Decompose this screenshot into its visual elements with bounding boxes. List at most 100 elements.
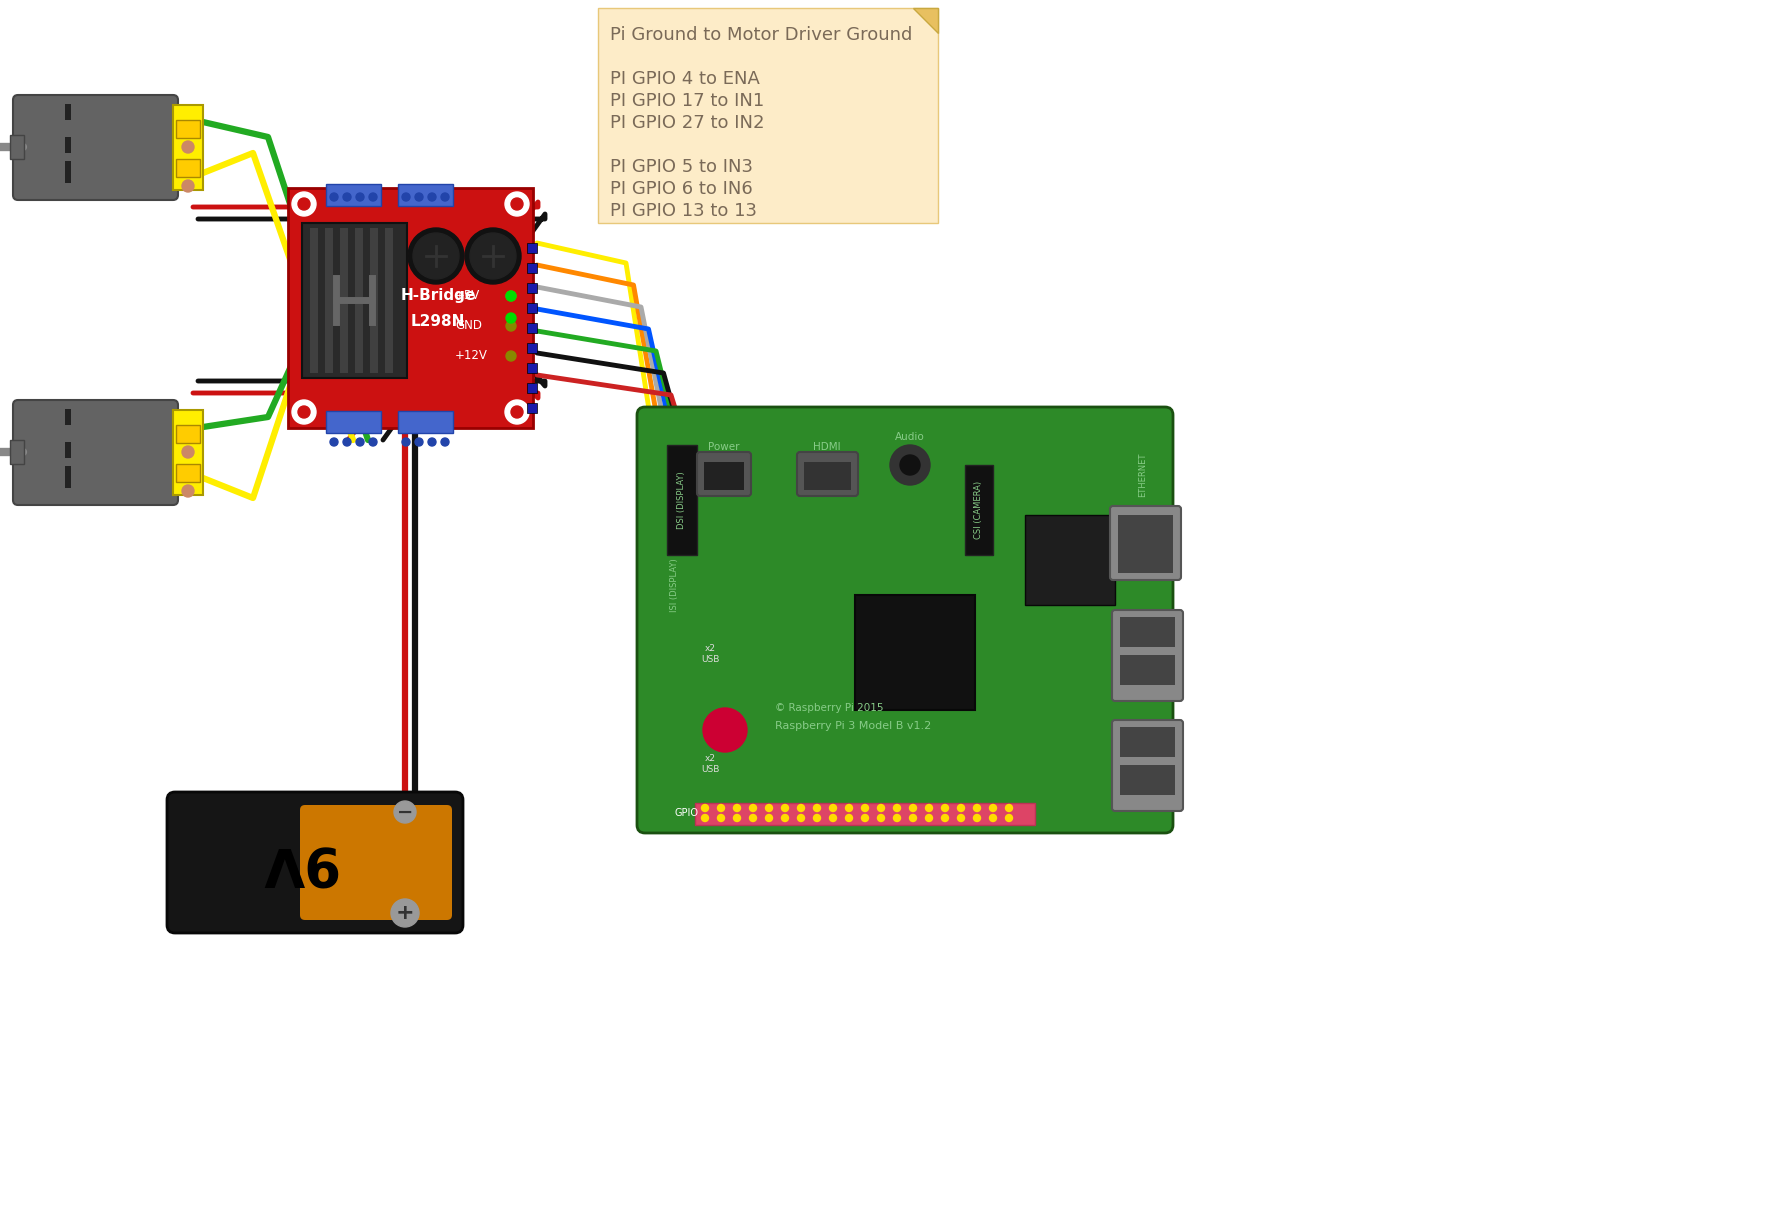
Polygon shape: [912, 8, 937, 33]
Bar: [397, 412, 453, 433]
Circle shape: [413, 233, 458, 279]
Circle shape: [356, 193, 363, 202]
Circle shape: [861, 805, 868, 811]
Circle shape: [861, 815, 868, 822]
Circle shape: [925, 815, 932, 822]
Text: © Raspberry Pi 2015: © Raspberry Pi 2015: [775, 703, 884, 713]
Circle shape: [941, 815, 948, 822]
FancyBboxPatch shape: [301, 805, 453, 920]
Circle shape: [504, 192, 530, 216]
Circle shape: [900, 455, 920, 475]
FancyBboxPatch shape: [1111, 720, 1183, 811]
Bar: [1120, 727, 1174, 758]
Bar: [598, 8, 937, 223]
Bar: [288, 188, 533, 429]
Bar: [174, 104, 202, 191]
Circle shape: [297, 198, 309, 210]
Circle shape: [957, 805, 964, 811]
Circle shape: [415, 193, 422, 202]
Text: PI GPIO 6 to IN6: PI GPIO 6 to IN6: [610, 180, 753, 198]
Circle shape: [182, 446, 193, 458]
Circle shape: [297, 405, 309, 418]
Circle shape: [893, 805, 900, 811]
Circle shape: [506, 291, 515, 301]
Circle shape: [408, 228, 463, 284]
Circle shape: [369, 438, 377, 446]
FancyBboxPatch shape: [1111, 609, 1183, 700]
Bar: [526, 304, 537, 313]
Bar: [526, 263, 537, 273]
Bar: [385, 228, 394, 373]
Circle shape: [889, 446, 930, 486]
Circle shape: [394, 801, 415, 823]
Circle shape: [798, 815, 803, 822]
Bar: [1120, 617, 1174, 647]
Circle shape: [1005, 805, 1013, 811]
Circle shape: [292, 192, 317, 216]
Text: +5V: +5V: [454, 289, 479, 302]
Circle shape: [703, 708, 746, 751]
FancyBboxPatch shape: [796, 452, 857, 497]
Bar: [309, 228, 318, 373]
Circle shape: [329, 438, 338, 446]
Bar: [526, 403, 537, 413]
Text: +12V: +12V: [454, 350, 488, 363]
FancyBboxPatch shape: [637, 407, 1172, 833]
Bar: [964, 465, 993, 555]
Circle shape: [828, 815, 835, 822]
Bar: [1025, 515, 1115, 605]
Circle shape: [877, 805, 884, 811]
Circle shape: [844, 805, 852, 811]
Circle shape: [504, 399, 530, 424]
Bar: [397, 185, 453, 206]
Bar: [64, 409, 72, 425]
Bar: [64, 161, 72, 183]
Circle shape: [750, 815, 757, 822]
Text: H-Bridge: H-Bridge: [401, 288, 476, 304]
Text: GND: GND: [454, 319, 481, 333]
Circle shape: [909, 815, 916, 822]
Circle shape: [506, 313, 515, 323]
Bar: [64, 442, 72, 458]
Circle shape: [510, 198, 522, 210]
FancyBboxPatch shape: [166, 792, 463, 934]
Bar: [526, 382, 537, 393]
Text: 9V: 9V: [258, 836, 336, 887]
Text: −: −: [397, 802, 413, 822]
Text: x2
USB: x2 USB: [701, 754, 719, 773]
Text: ISI (DISPLAY): ISI (DISPLAY): [671, 558, 680, 612]
Circle shape: [844, 815, 852, 822]
Text: Audio: Audio: [894, 432, 925, 442]
Circle shape: [465, 228, 521, 284]
Bar: [64, 466, 72, 488]
Text: GPIO: GPIO: [674, 809, 699, 818]
Bar: [855, 595, 975, 710]
Text: PI GPIO 4 to ENA: PI GPIO 4 to ENA: [610, 70, 760, 87]
Circle shape: [506, 291, 515, 301]
Bar: [175, 425, 200, 443]
Circle shape: [973, 805, 980, 811]
Circle shape: [440, 438, 449, 446]
FancyBboxPatch shape: [13, 399, 177, 505]
Circle shape: [766, 815, 773, 822]
Bar: [1120, 656, 1174, 685]
Circle shape: [369, 193, 377, 202]
Circle shape: [989, 815, 996, 822]
Circle shape: [782, 805, 789, 811]
Circle shape: [812, 815, 819, 822]
Circle shape: [329, 193, 338, 202]
Circle shape: [1005, 815, 1013, 822]
Circle shape: [471, 233, 515, 279]
Bar: [526, 323, 537, 333]
Circle shape: [701, 805, 708, 811]
Circle shape: [828, 805, 835, 811]
Bar: [526, 363, 537, 373]
Circle shape: [403, 193, 410, 202]
Circle shape: [182, 141, 193, 153]
Text: x2
USB: x2 USB: [701, 645, 719, 664]
Circle shape: [701, 815, 708, 822]
Text: ETHERNET: ETHERNET: [1138, 453, 1147, 497]
Text: Raspberry Pi 3 Model B v1.2: Raspberry Pi 3 Model B v1.2: [775, 721, 930, 731]
Circle shape: [782, 815, 789, 822]
Bar: [326, 185, 381, 206]
